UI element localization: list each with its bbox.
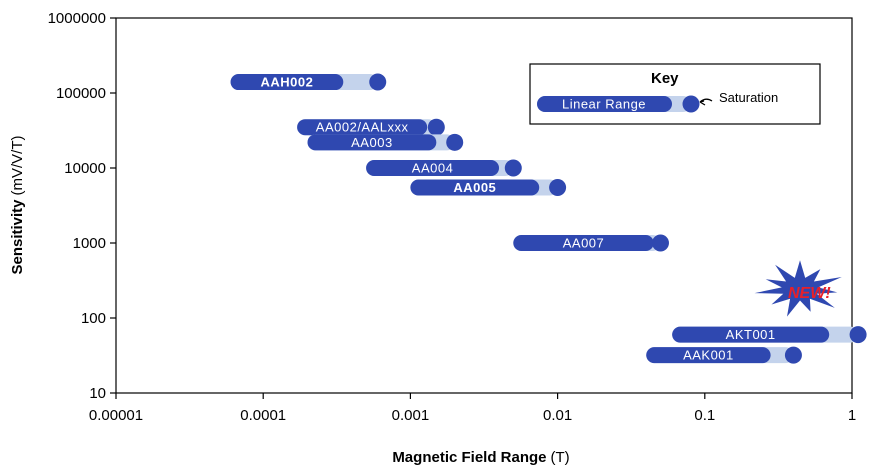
y-axis: 10 100 1000 10000 100000 1000000: [48, 10, 116, 402]
key-saturation-label: Saturation: [719, 90, 778, 105]
key-arrow-icon: [699, 98, 713, 106]
saturation-dot: [682, 95, 700, 113]
x-tick-label: 0.0001: [240, 407, 286, 424]
linear-range: [297, 119, 428, 136]
y-tick-label: 10000: [64, 160, 106, 177]
saturation-dot: [849, 326, 867, 344]
y-axis-unit: (mV/V/T): [9, 135, 26, 195]
bar-label: AA002/AALxxx: [316, 120, 409, 135]
x-tick-label: 0.1: [694, 407, 715, 424]
linear-range: [513, 235, 654, 251]
y-tick-label: 100000: [56, 85, 106, 102]
saturation-dot: [427, 118, 445, 136]
x-tick-label: 1: [848, 407, 856, 424]
y-tick-label: 10: [89, 385, 106, 402]
range-bar: AA003: [307, 133, 464, 151]
bar-label: AKT001: [726, 327, 776, 342]
range-bar: AA005: [410, 178, 567, 196]
bar-label: AA005: [453, 180, 496, 195]
range-bar: Linear Range: [537, 95, 700, 113]
new-burst-icon: [754, 260, 842, 317]
bar-label: AA007: [563, 236, 605, 251]
bar-label: Linear Range: [562, 97, 646, 112]
range-bar: AA004: [366, 159, 522, 177]
x-tick-label: 0.01: [543, 407, 572, 424]
y-axis-title: Sensitivity (mV/V/T): [9, 135, 26, 274]
linear-range: [672, 326, 830, 343]
bar-label: AAH002: [260, 75, 313, 90]
x-tick-label: 0.001: [392, 407, 430, 424]
bar-label: AA003: [351, 135, 393, 150]
range-bar: AAK001: [646, 346, 802, 364]
linear-range: [410, 179, 540, 196]
y-tick-label: 1000000: [48, 10, 106, 27]
range-bar: AKT001: [672, 326, 867, 344]
saturation-dot: [651, 234, 669, 252]
x-axis-unit: (T): [551, 449, 570, 466]
x-tick-label: 0.00001: [89, 407, 143, 424]
saturation-dot: [549, 178, 567, 196]
range-bar: AA002/AALxxx: [297, 118, 445, 136]
linear-range: [230, 74, 344, 91]
range-bar: AAH002: [230, 73, 387, 91]
bar-label: AAK001: [683, 348, 734, 363]
x-axis-title: Magnetic Field Range (T): [392, 449, 569, 466]
saturation-dot: [446, 133, 464, 151]
linear-range: [366, 160, 500, 176]
new-badge: NEW!: [754, 260, 842, 317]
plot-frame: [115, 17, 853, 394]
key-title: Key: [651, 70, 679, 87]
x-axis: 0.00001 0.0001 0.001 0.01 0.1 1: [89, 393, 856, 424]
y-axis-label: Sensitivity: [9, 199, 26, 275]
linear-range: [646, 347, 771, 364]
saturation-dot: [784, 346, 802, 364]
key-box: Key Linear Range Saturation: [529, 63, 821, 125]
bar-label: AA004: [412, 161, 454, 176]
saturation-dot: [504, 159, 522, 177]
linear-range: [537, 96, 672, 112]
x-axis-label: Magnetic Field Range: [392, 449, 546, 466]
linear-range: [307, 134, 437, 151]
saturation-dot: [369, 73, 387, 91]
new-badge-text: NEW!: [788, 285, 831, 302]
range-bar: AA007: [513, 234, 669, 252]
y-tick-label: 1000: [73, 235, 106, 252]
y-tick-label: 100: [81, 310, 106, 327]
